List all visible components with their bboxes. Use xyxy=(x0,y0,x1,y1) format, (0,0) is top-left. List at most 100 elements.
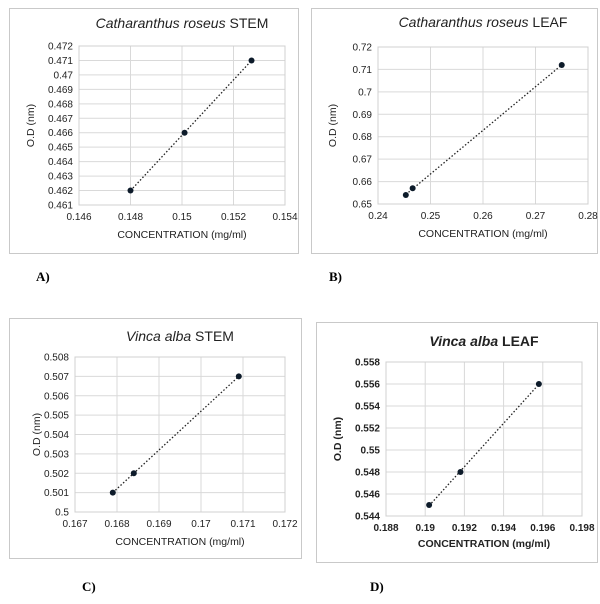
data-point xyxy=(181,129,188,136)
y-axis-label: O.D (nm) xyxy=(327,104,339,147)
plot-area xyxy=(78,45,286,206)
y-tick-label: 0.506 xyxy=(44,391,69,402)
trendline xyxy=(130,60,253,192)
data-point xyxy=(130,470,137,477)
y-tick-label: 0.554 xyxy=(355,402,380,413)
y-tick-label: 0.71 xyxy=(353,65,373,76)
plot-area xyxy=(385,361,583,517)
y-tick-label: 0.504 xyxy=(44,430,69,441)
panel-label-a: A) xyxy=(36,269,50,284)
panel-label-b: B) xyxy=(329,269,342,284)
chart-title: Vinca alba STEM xyxy=(126,328,234,344)
y-tick-label: 0.65 xyxy=(353,200,373,211)
data-point xyxy=(402,192,409,199)
y-axis-label: O.D (nm) xyxy=(332,417,344,461)
y-tick-label: 0.461 xyxy=(48,201,73,212)
x-tick-label: 0.25 xyxy=(421,211,441,222)
y-axis-label: O.D (nm) xyxy=(25,104,37,147)
trendline xyxy=(428,383,540,507)
chart-title-part: STEM xyxy=(226,15,269,31)
x-tick-label: 0.172 xyxy=(272,519,297,530)
x-tick-label: 0.15 xyxy=(172,212,192,223)
chart-title-part: LEAF xyxy=(498,333,539,349)
x-tick-label: 0.196 xyxy=(530,523,555,534)
chart-title-species: Vinca alba xyxy=(429,333,498,349)
y-tick-label: 0.67 xyxy=(353,155,373,166)
y-tick-label: 0.508 xyxy=(44,353,69,364)
x-tick-label: 0.148 xyxy=(118,212,143,223)
x-tick-label: 0.198 xyxy=(569,523,594,534)
y-tick-label: 0.502 xyxy=(44,469,69,480)
y-tick-label: 0.464 xyxy=(48,157,73,168)
y-tick-label: 0.505 xyxy=(44,411,69,422)
chart-panel-vinca-leaf: 0.188 0.19 0.192 0.194 0.196 0.198 0.544 0.546 0… xyxy=(316,322,598,563)
chart-title-species: Catharanthus roseus xyxy=(96,15,226,31)
y-tick-label: 0.472 xyxy=(48,42,73,53)
y-tick-label: 0.468 xyxy=(48,99,73,110)
y-tick-label: 0.546 xyxy=(355,490,380,501)
y-tick-label: 0.72 xyxy=(353,43,373,54)
data-point xyxy=(127,187,134,194)
x-tick-label: 0.24 xyxy=(368,211,388,222)
y-tick-label: 0.465 xyxy=(48,143,73,154)
panel-label-c: C) xyxy=(82,579,96,594)
chart-title: Catharanthus roseus LEAF xyxy=(399,14,568,30)
data-point xyxy=(109,489,116,496)
chart-panel-vinca-stem: 0.167 0.168 0.169 0.17 0.171 0.172 0.5 0.501 0.5… xyxy=(9,318,302,559)
chart-title-species: Catharanthus roseus xyxy=(399,14,529,30)
x-axis-label: CONCENTRATION (mg/ml) xyxy=(418,228,547,240)
chart-panel-catharanthus-leaf: 0.24 0.25 0.26 0.27 0.28 0.65 0.66 0.67 0.68 0.69… xyxy=(311,8,598,254)
chart-title-part: STEM xyxy=(191,328,234,344)
chart-svg: 0.167 0.168 0.169 0.17 0.171 0.172 0.5 0.501 0.5… xyxy=(31,328,298,548)
chart-title: Vinca alba LEAF xyxy=(429,333,539,349)
x-axis-label: CONCENTRATION (mg/ml) xyxy=(117,229,246,241)
y-axis-label: O.D (nm) xyxy=(31,413,43,456)
chart-svg: 0.188 0.19 0.192 0.194 0.196 0.198 0.544 0.546 0… xyxy=(332,333,595,550)
y-tick-label: 0.544 xyxy=(355,512,380,523)
y-tick-label: 0.68 xyxy=(353,132,373,143)
data-point xyxy=(409,185,416,192)
chart-title-part: LEAF xyxy=(529,14,568,30)
x-tick-label: 0.171 xyxy=(230,519,255,530)
y-tick-label: 0.462 xyxy=(48,186,73,197)
x-tick-label: 0.26 xyxy=(473,211,493,222)
y-tick-label: 0.469 xyxy=(48,85,73,96)
x-tick-label: 0.194 xyxy=(491,523,516,534)
chart-panel-catharanthus-stem: 0.146 0.148 0.15 0.152 0.154 0.461 0.462 0.463 0… xyxy=(9,8,299,254)
x-tick-label: 0.192 xyxy=(452,523,477,534)
data-point xyxy=(457,469,464,475)
y-tick-label: 0.507 xyxy=(44,372,69,383)
y-tick-label: 0.501 xyxy=(44,488,69,499)
trendline xyxy=(405,64,563,196)
y-tick-label: 0.556 xyxy=(355,380,380,391)
x-tick-label: 0.167 xyxy=(62,519,87,530)
x-axis-label: CONCENTRATION (mg/ml) xyxy=(115,536,244,548)
x-tick-label: 0.27 xyxy=(526,211,546,222)
data-point xyxy=(426,502,433,508)
y-tick-label: 0.548 xyxy=(355,468,380,479)
x-tick-label: 0.169 xyxy=(146,519,171,530)
data-point xyxy=(535,381,542,387)
x-tick-label: 0.168 xyxy=(104,519,129,530)
y-tick-label: 0.467 xyxy=(48,114,73,125)
chart-svg: 0.146 0.148 0.15 0.152 0.154 0.461 0.462 0.463 0… xyxy=(25,15,298,241)
y-tick-label: 0.552 xyxy=(355,424,380,435)
data-point xyxy=(248,57,255,64)
y-tick-label: 0.466 xyxy=(48,128,73,139)
y-tick-label: 0.5 xyxy=(55,508,69,519)
data-point xyxy=(235,373,242,380)
y-tick-label: 0.471 xyxy=(48,56,73,67)
y-tick-label: 0.463 xyxy=(48,172,73,183)
x-tick-label: 0.28 xyxy=(578,211,598,222)
data-point xyxy=(558,61,565,68)
y-tick-label: 0.503 xyxy=(44,449,69,460)
y-tick-label: 0.66 xyxy=(353,177,373,188)
x-tick-label: 0.188 xyxy=(373,523,398,534)
x-tick-label: 0.154 xyxy=(272,212,297,223)
x-tick-label: 0.152 xyxy=(221,212,246,223)
y-tick-label: 0.47 xyxy=(54,70,74,81)
plot-area xyxy=(377,46,589,205)
panel-label-d: D) xyxy=(370,579,384,594)
x-axis-label: CONCENTRATION (mg/ml) xyxy=(418,538,550,550)
x-tick-label: 0.17 xyxy=(191,519,211,530)
